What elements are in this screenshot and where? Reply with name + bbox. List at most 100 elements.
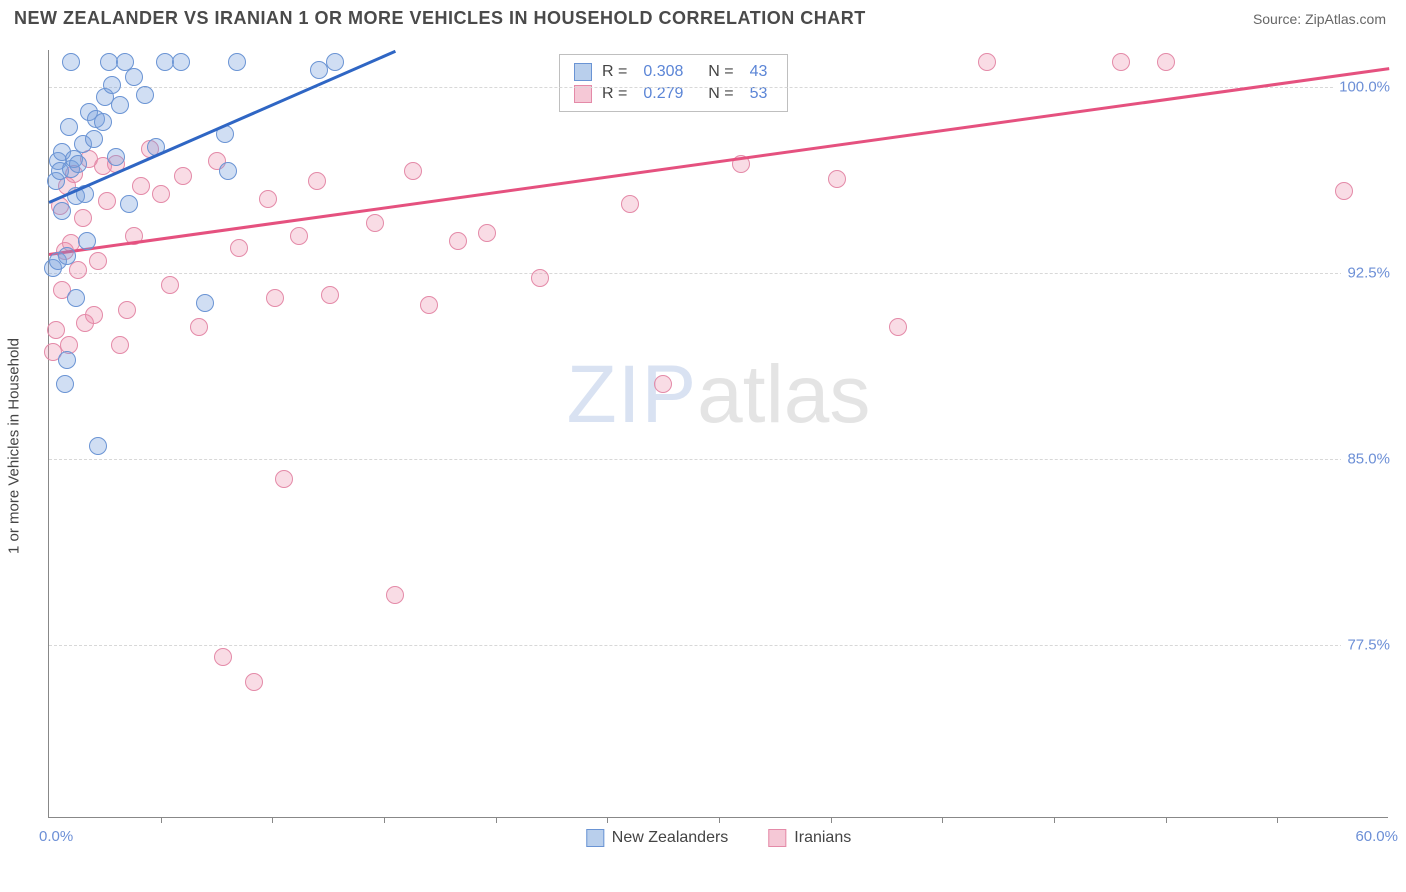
data-point xyxy=(74,209,92,227)
x-tick xyxy=(1054,817,1055,823)
data-point xyxy=(58,247,76,265)
legend-label-nz: New Zealanders xyxy=(612,829,729,847)
stats-r-nz: 0.308 xyxy=(643,63,683,81)
data-point xyxy=(1335,182,1353,200)
data-point xyxy=(152,185,170,203)
bottom-legend: New Zealanders Iranians xyxy=(586,829,851,847)
x-axis-max-label: 60.0% xyxy=(1355,828,1398,845)
data-point xyxy=(89,437,107,455)
data-point xyxy=(420,296,438,314)
x-tick xyxy=(942,817,943,823)
data-point xyxy=(56,375,74,393)
data-point xyxy=(67,289,85,307)
data-point xyxy=(1112,53,1130,71)
data-point xyxy=(85,306,103,324)
data-point xyxy=(125,68,143,86)
x-axis-min-label: 0.0% xyxy=(39,828,73,845)
legend-item-ir: Iranians xyxy=(768,829,851,847)
gridline xyxy=(49,645,1388,646)
data-point xyxy=(308,172,326,190)
legend-item-nz: New Zealanders xyxy=(586,829,729,847)
x-tick xyxy=(496,817,497,823)
data-point xyxy=(654,375,672,393)
data-point xyxy=(174,167,192,185)
chart-title: NEW ZEALANDER VS IRANIAN 1 OR MORE VEHIC… xyxy=(14,8,866,29)
y-axis-label: 1 or more Vehicles in Household xyxy=(6,338,23,554)
scatter-chart: ZIPatlas R = 0.308 N = 43 R = 0.279 N = … xyxy=(48,50,1388,818)
data-point xyxy=(161,276,179,294)
stats-n-nz: 43 xyxy=(750,63,768,81)
gridline xyxy=(49,273,1388,274)
source-label: Source: ZipAtlas.com xyxy=(1253,11,1386,27)
data-point xyxy=(366,214,384,232)
data-point xyxy=(828,170,846,188)
data-point xyxy=(275,470,293,488)
watermark: ZIPatlas xyxy=(567,348,871,442)
data-point xyxy=(172,53,190,71)
x-tick xyxy=(272,817,273,823)
data-point xyxy=(58,351,76,369)
data-point xyxy=(889,318,907,336)
data-point xyxy=(386,586,404,604)
gridline xyxy=(49,87,1388,88)
data-point xyxy=(62,53,80,71)
data-point xyxy=(978,53,996,71)
data-point xyxy=(98,192,116,210)
data-point xyxy=(228,53,246,71)
data-point xyxy=(321,286,339,304)
data-point xyxy=(326,53,344,71)
x-tick xyxy=(831,817,832,823)
gridline xyxy=(49,459,1388,460)
data-point xyxy=(69,155,87,173)
data-point xyxy=(118,301,136,319)
data-point xyxy=(1157,53,1175,71)
y-tick-label: 92.5% xyxy=(1341,264,1390,281)
x-tick xyxy=(607,817,608,823)
data-point xyxy=(60,118,78,136)
data-point xyxy=(53,202,71,220)
data-point xyxy=(621,195,639,213)
x-tick xyxy=(161,817,162,823)
data-point xyxy=(120,195,138,213)
x-tick xyxy=(384,817,385,823)
stats-row-nz: R = 0.308 N = 43 xyxy=(574,61,773,83)
x-tick xyxy=(1166,817,1167,823)
data-point xyxy=(85,130,103,148)
data-point xyxy=(89,252,107,270)
legend-label-ir: Iranians xyxy=(794,829,851,847)
data-point xyxy=(190,318,208,336)
data-point xyxy=(214,648,232,666)
data-point xyxy=(94,113,112,131)
watermark-zip: ZIP xyxy=(567,349,698,440)
y-tick-label: 77.5% xyxy=(1341,636,1390,653)
data-point xyxy=(111,96,129,114)
data-point xyxy=(196,294,214,312)
data-point xyxy=(449,232,467,250)
watermark-atlas: atlas xyxy=(697,349,870,440)
data-point xyxy=(111,336,129,354)
data-point xyxy=(290,227,308,245)
data-point xyxy=(136,86,154,104)
data-point xyxy=(107,148,125,166)
stats-n-label: N = xyxy=(699,63,733,81)
data-point xyxy=(219,162,237,180)
x-tick xyxy=(1277,817,1278,823)
data-point xyxy=(47,321,65,339)
data-point xyxy=(245,673,263,691)
data-point xyxy=(531,269,549,287)
legend-swatch-nz-icon xyxy=(586,829,604,847)
data-point xyxy=(78,232,96,250)
data-point xyxy=(230,239,248,257)
data-point xyxy=(69,261,87,279)
swatch-nz-icon xyxy=(574,63,592,81)
stats-r-label: R = xyxy=(602,63,627,81)
data-point xyxy=(132,177,150,195)
y-tick-label: 85.0% xyxy=(1341,450,1390,467)
stats-legend-box: R = 0.308 N = 43 R = 0.279 N = 53 xyxy=(559,54,788,112)
data-point xyxy=(259,190,277,208)
data-point xyxy=(266,289,284,307)
data-point xyxy=(404,162,422,180)
legend-swatch-ir-icon xyxy=(768,829,786,847)
data-point xyxy=(478,224,496,242)
data-point xyxy=(103,76,121,94)
